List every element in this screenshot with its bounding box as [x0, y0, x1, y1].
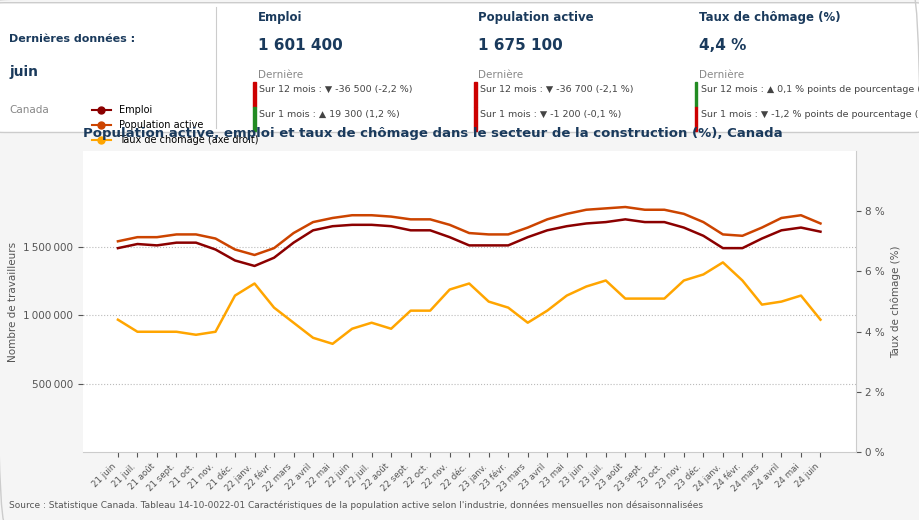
Text: Population active: Population active [478, 11, 594, 24]
Bar [694, 107, 697, 131]
Bar [473, 107, 476, 131]
Text: 1 601 400: 1 601 400 [257, 38, 342, 53]
Bar [694, 83, 697, 107]
Text: Sur 1 mois : ▼ -1 200 (-0,1 %): Sur 1 mois : ▼ -1 200 (-0,1 %) [480, 110, 621, 119]
Y-axis label: Nombre de travailleurs: Nombre de travailleurs [7, 241, 17, 362]
Text: Dernière: Dernière [257, 70, 302, 80]
Text: juin: juin [9, 65, 39, 79]
Text: Sur 12 mois : ▲ 0,1 % points de pourcentage (p.d.p.): Sur 12 mois : ▲ 0,1 % points de pourcent… [700, 85, 919, 94]
FancyBboxPatch shape [0, 3, 919, 133]
Y-axis label: Taux de chômage (%): Taux de chômage (%) [890, 245, 900, 358]
Text: 4,4 %: 4,4 % [698, 38, 745, 53]
Text: 1 675 100: 1 675 100 [478, 38, 562, 53]
Legend: Emploi, Population active, Taux de chômage (axe droit): Emploi, Population active, Taux de chôma… [87, 101, 262, 149]
Text: Sur 12 mois : ▼ -36 700 (-2,1 %): Sur 12 mois : ▼ -36 700 (-2,1 %) [480, 85, 633, 94]
Text: Canada: Canada [9, 106, 49, 115]
Text: Population active, emploi et taux de chômage dans le secteur de la construction : Population active, emploi et taux de chô… [83, 127, 781, 140]
Text: Dernière: Dernière [698, 70, 743, 80]
Text: Source : Statistique Canada. Tableau 14-10-0022-01 Caractéristiques de la popula: Source : Statistique Canada. Tableau 14-… [9, 500, 702, 510]
Text: Sur 1 mois : ▼ -1,2 % points de pourcentage (p.d.p.): Sur 1 mois : ▼ -1,2 % points de pourcent… [700, 110, 919, 119]
Text: Sur 12 mois : ▼ -36 500 (-2,2 %): Sur 12 mois : ▼ -36 500 (-2,2 %) [259, 85, 413, 94]
Bar [253, 83, 255, 107]
Text: Dernière: Dernière [478, 70, 523, 80]
Text: Emploi: Emploi [257, 11, 301, 24]
Text: Dernières données :: Dernières données : [9, 34, 135, 44]
Text: Taux de chômage (%): Taux de chômage (%) [698, 11, 840, 24]
Bar [473, 83, 476, 107]
Bar [253, 107, 255, 131]
Text: Sur 1 mois : ▲ 19 300 (1,2 %): Sur 1 mois : ▲ 19 300 (1,2 %) [259, 110, 400, 119]
